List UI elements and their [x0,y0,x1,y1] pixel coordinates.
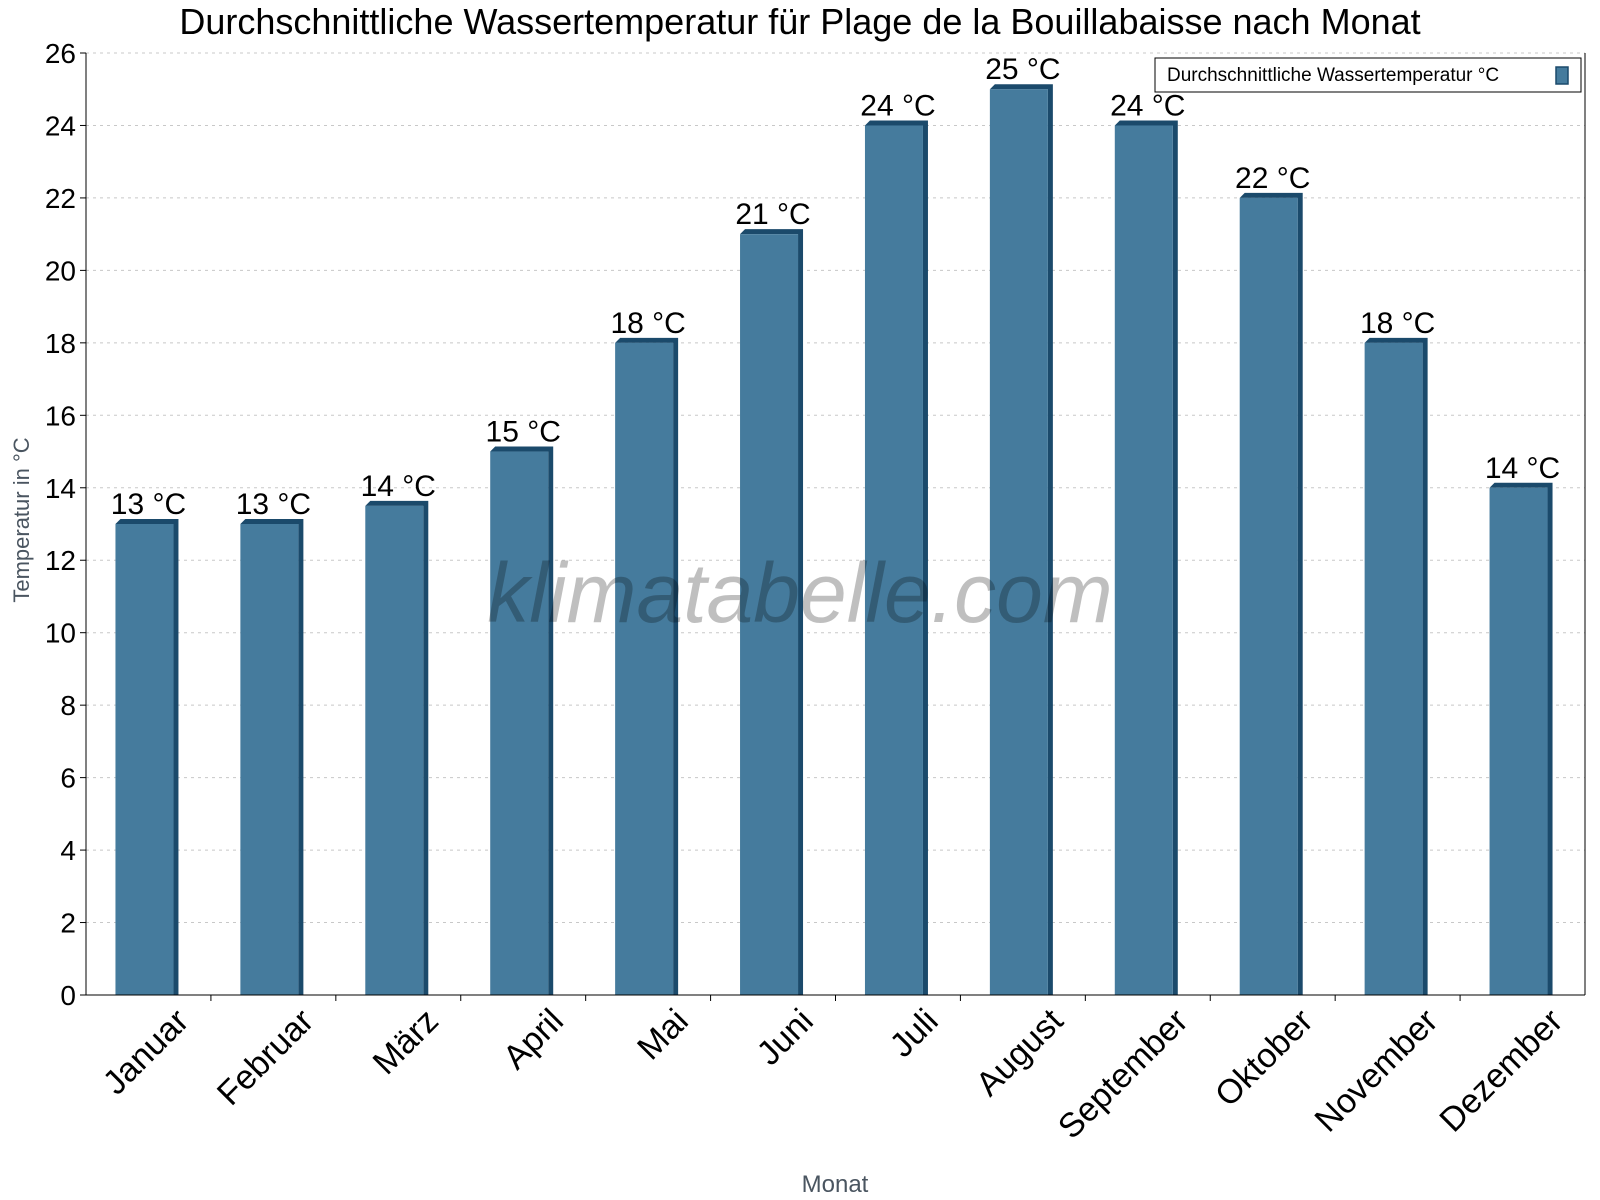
legend[interactable]: Durchschnittliche Wassertemperatur °C [1154,57,1582,93]
x-tick-label: Dezember [1432,1002,1570,1140]
y-tick-label: 18 [45,328,76,359]
bar [1489,487,1548,995]
bar [989,89,1048,995]
data-label: 14 °C [361,470,436,503]
x-tick-label: April [496,1002,571,1077]
gridlines [86,52,1585,924]
bars: 13 °C 13 °C 14 °C 15 °C 18 °C 21 °C 24 °C 25 °C… [111,53,1560,996]
bar [864,125,923,995]
x-tick-label: Oktober [1208,1002,1320,1114]
y-tick-label: 8 [60,690,76,721]
x-tick-label: November [1308,1002,1446,1140]
x-tick-label: März [366,1002,446,1082]
bar [365,505,424,995]
x-tick-label: Februar [210,1002,321,1113]
watermark: klimatabelle.com [487,546,1113,640]
bar [1239,197,1298,995]
bar [490,451,549,995]
data-label: 24 °C [1110,89,1185,122]
bar [115,524,174,995]
x-tick-label: Juli [883,1002,946,1065]
y-tick-label: 0 [60,980,76,1011]
y-tick-label: 4 [60,835,76,866]
y-tick-label: 14 [45,473,76,504]
y-tick-label: 16 [45,400,76,431]
bar [740,234,799,996]
data-label: 13 °C [236,488,311,521]
data-label: 15 °C [486,416,561,449]
data-label: 22 °C [1235,162,1310,195]
legend-swatch [1555,66,1569,85]
chart-title: Durchschnittliche Wassertemperatur für P… [179,1,1420,42]
bar [240,524,299,995]
y-tick-label: 2 [60,908,76,939]
data-label: 14 °C [1485,452,1560,485]
x-tick-label: August [969,1001,1071,1103]
x-tick-label: Juni [750,1002,821,1073]
bar [615,342,674,995]
y-tick-label: 12 [45,545,76,576]
y-axis-label: Temperatur in °C [9,437,34,602]
x-axis-label: Monat [802,1171,869,1198]
data-label: 13 °C [111,488,186,521]
y-tick-label: 26 [45,38,76,69]
y-tick-label: 6 [60,763,76,794]
data-label: 24 °C [860,89,935,122]
data-label: 25 °C [985,53,1060,86]
x-tick-label: Mai [630,1002,696,1068]
legend-label: Durchschnittliche Wassertemperatur °C [1167,65,1499,86]
y-tick-label: 10 [45,618,76,649]
data-label: 18 °C [1360,307,1435,340]
x-tick-label: Januar [96,1002,196,1102]
y-tick-label: 24 [45,110,76,141]
bar [1114,125,1173,995]
y-tick-label: 22 [45,183,76,214]
y-tick-label: 20 [45,255,76,286]
bar [1364,342,1423,995]
x-tick-label: September [1051,1002,1195,1146]
data-label: 18 °C [610,307,685,340]
data-label: 21 °C [735,198,810,231]
